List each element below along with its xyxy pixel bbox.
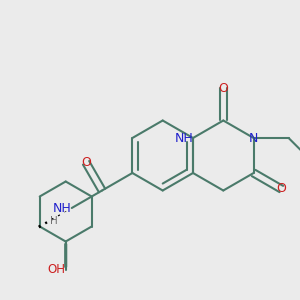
Text: NH: NH xyxy=(174,131,193,145)
Text: OH: OH xyxy=(48,263,66,276)
Text: O: O xyxy=(276,182,286,196)
Text: N: N xyxy=(249,131,258,145)
Text: NH: NH xyxy=(53,202,72,214)
Text: O: O xyxy=(218,82,228,95)
Text: O: O xyxy=(81,156,91,169)
Text: H: H xyxy=(50,217,58,226)
